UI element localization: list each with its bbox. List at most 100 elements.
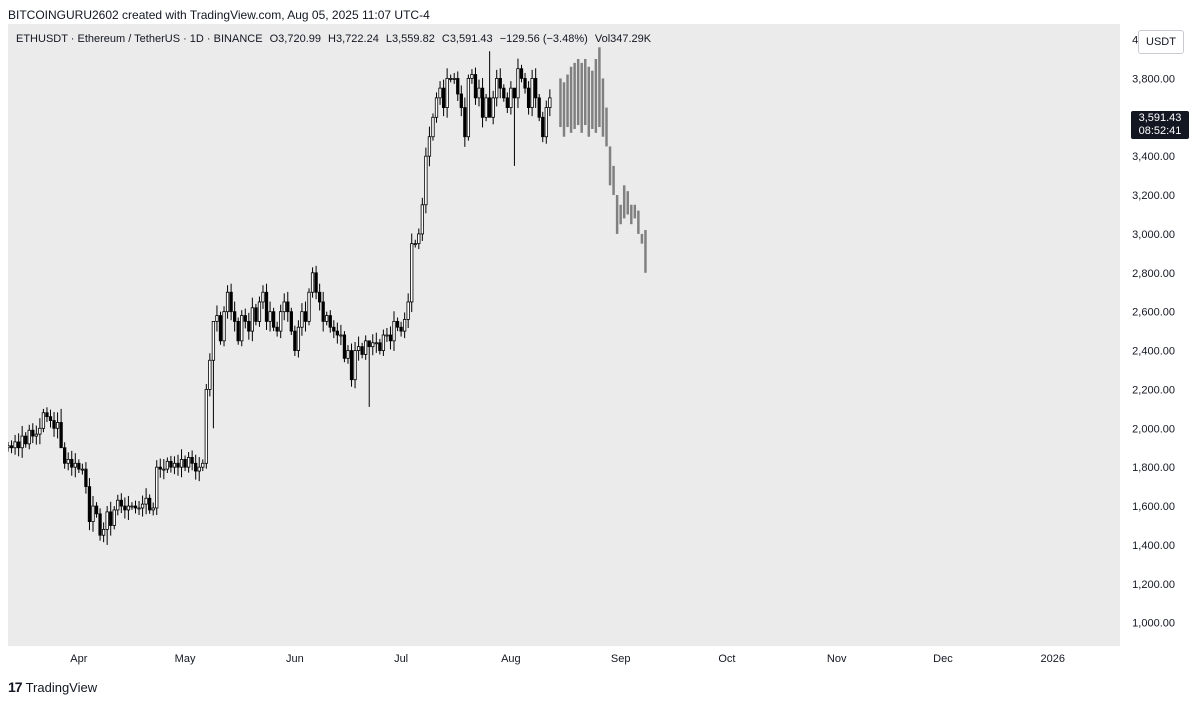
- candle: [27, 424, 31, 450]
- price-tick-label: 1,600.00: [1132, 501, 1175, 513]
- time-tick-label: Jun: [286, 653, 304, 665]
- candle: [367, 340, 371, 407]
- candle: [94, 502, 99, 518]
- chart-credit: BITCOINGURU2602 created with TradingView…: [8, 8, 430, 22]
- candle: [41, 408, 46, 433]
- candlestick-chart[interactable]: 1,000.00 1,200.00 1,400.00 1,600.00 1,800.00…: [8, 24, 1192, 670]
- candle: [80, 463, 85, 475]
- candle: [392, 311, 396, 351]
- symbol-name: ETHUSDT · Ethereum / TetherUS · 1D · BIN…: [16, 33, 263, 45]
- candle: [548, 89, 552, 117]
- candle: [289, 307, 293, 335]
- candle: [101, 522, 106, 543]
- candle: [534, 68, 538, 108]
- candle: [73, 453, 77, 478]
- projected-bar: [594, 58, 598, 133]
- candle: [158, 458, 162, 478]
- low-value: L3,559.82: [385, 33, 435, 45]
- price-tick-label: 3,400.00: [1132, 151, 1175, 163]
- price-tick-label: 3,800.00: [1132, 73, 1175, 85]
- last-price-tag: 3,591.43 08:52:41: [1131, 110, 1189, 139]
- candle: [328, 310, 332, 333]
- candle: [240, 310, 244, 347]
- candle: [470, 69, 474, 84]
- price-tick-label: 2,800.00: [1132, 268, 1175, 280]
- candle: [279, 304, 283, 339]
- time-tick-label: May: [175, 653, 196, 665]
- candle: [537, 93, 541, 122]
- candle: [459, 85, 463, 117]
- candle: [16, 433, 21, 457]
- candle: [247, 312, 251, 340]
- candle: [526, 81, 531, 115]
- candle: [523, 72, 527, 94]
- candle: [530, 69, 534, 117]
- candle: [356, 336, 361, 361]
- currency-button[interactable]: USDT: [1138, 30, 1184, 54]
- bar-countdown: 08:52:41: [1138, 124, 1182, 137]
- candle: [491, 90, 495, 125]
- candle: [318, 283, 322, 311]
- candle: [484, 93, 488, 122]
- projected-bar: [587, 66, 591, 137]
- candle: [155, 460, 159, 515]
- footer-brand[interactable]: 17 TradingView: [8, 679, 97, 695]
- candle: [487, 51, 492, 118]
- candle: [176, 454, 180, 476]
- candle: [257, 296, 262, 327]
- time-tick-label: 2026: [1040, 653, 1064, 665]
- candle: [148, 494, 152, 514]
- candle: [296, 320, 301, 358]
- candle: [183, 455, 187, 472]
- projected-bar: [633, 204, 637, 219]
- candle: [385, 328, 389, 342]
- chart-area[interactable]: 1,000.00 1,200.00 1,400.00 1,600.00 1,800.00…: [8, 24, 1192, 670]
- candle: [162, 459, 166, 480]
- price-tick-label: 2,200.00: [1132, 384, 1175, 396]
- candle: [410, 233, 414, 313]
- candle: [91, 495, 95, 532]
- brand-name: TradingView: [25, 679, 98, 695]
- candle: [512, 87, 517, 166]
- price-tick-label: 2,600.00: [1132, 307, 1175, 319]
- candle: [66, 452, 70, 471]
- projected-bar: [580, 62, 583, 133]
- time-tick-label: Nov: [827, 653, 847, 665]
- projected-bar: [559, 78, 562, 128]
- open-value: O3,720.99: [269, 33, 321, 45]
- candle: [325, 311, 329, 326]
- candle: [222, 306, 226, 347]
- candle: [233, 301, 237, 332]
- projected-bar: [562, 82, 566, 137]
- projected-bar: [591, 70, 594, 129]
- candle: [52, 411, 56, 437]
- candle: [123, 497, 127, 519]
- candle: [420, 197, 424, 241]
- candle: [133, 500, 138, 514]
- candle: [473, 67, 478, 105]
- projected-bar: [644, 230, 647, 273]
- projected-bar: [576, 58, 580, 126]
- candle: [38, 418, 42, 445]
- change-value: −129.56 (−3.48%): [499, 33, 588, 45]
- price-tick-label: 1,400.00: [1132, 540, 1175, 552]
- candle: [186, 452, 191, 473]
- candle: [264, 283, 269, 330]
- projected-bar: [566, 74, 569, 128]
- candle: [541, 111, 545, 143]
- candle: [194, 454, 198, 480]
- candle: [388, 326, 393, 350]
- candle: [140, 495, 145, 517]
- projected-bar: [615, 195, 619, 234]
- symbol-legend: ETHUSDT · Ethereum / TetherUS · 1D · BIN…: [16, 33, 655, 45]
- candle: [445, 68, 449, 118]
- candle: [466, 74, 471, 141]
- candle: [9, 440, 14, 454]
- candle: [381, 329, 386, 356]
- candle: [310, 267, 315, 298]
- candle: [271, 307, 276, 332]
- candle: [463, 97, 467, 147]
- projected-bar: [637, 210, 640, 234]
- candle: [218, 311, 223, 345]
- candle: [452, 72, 456, 84]
